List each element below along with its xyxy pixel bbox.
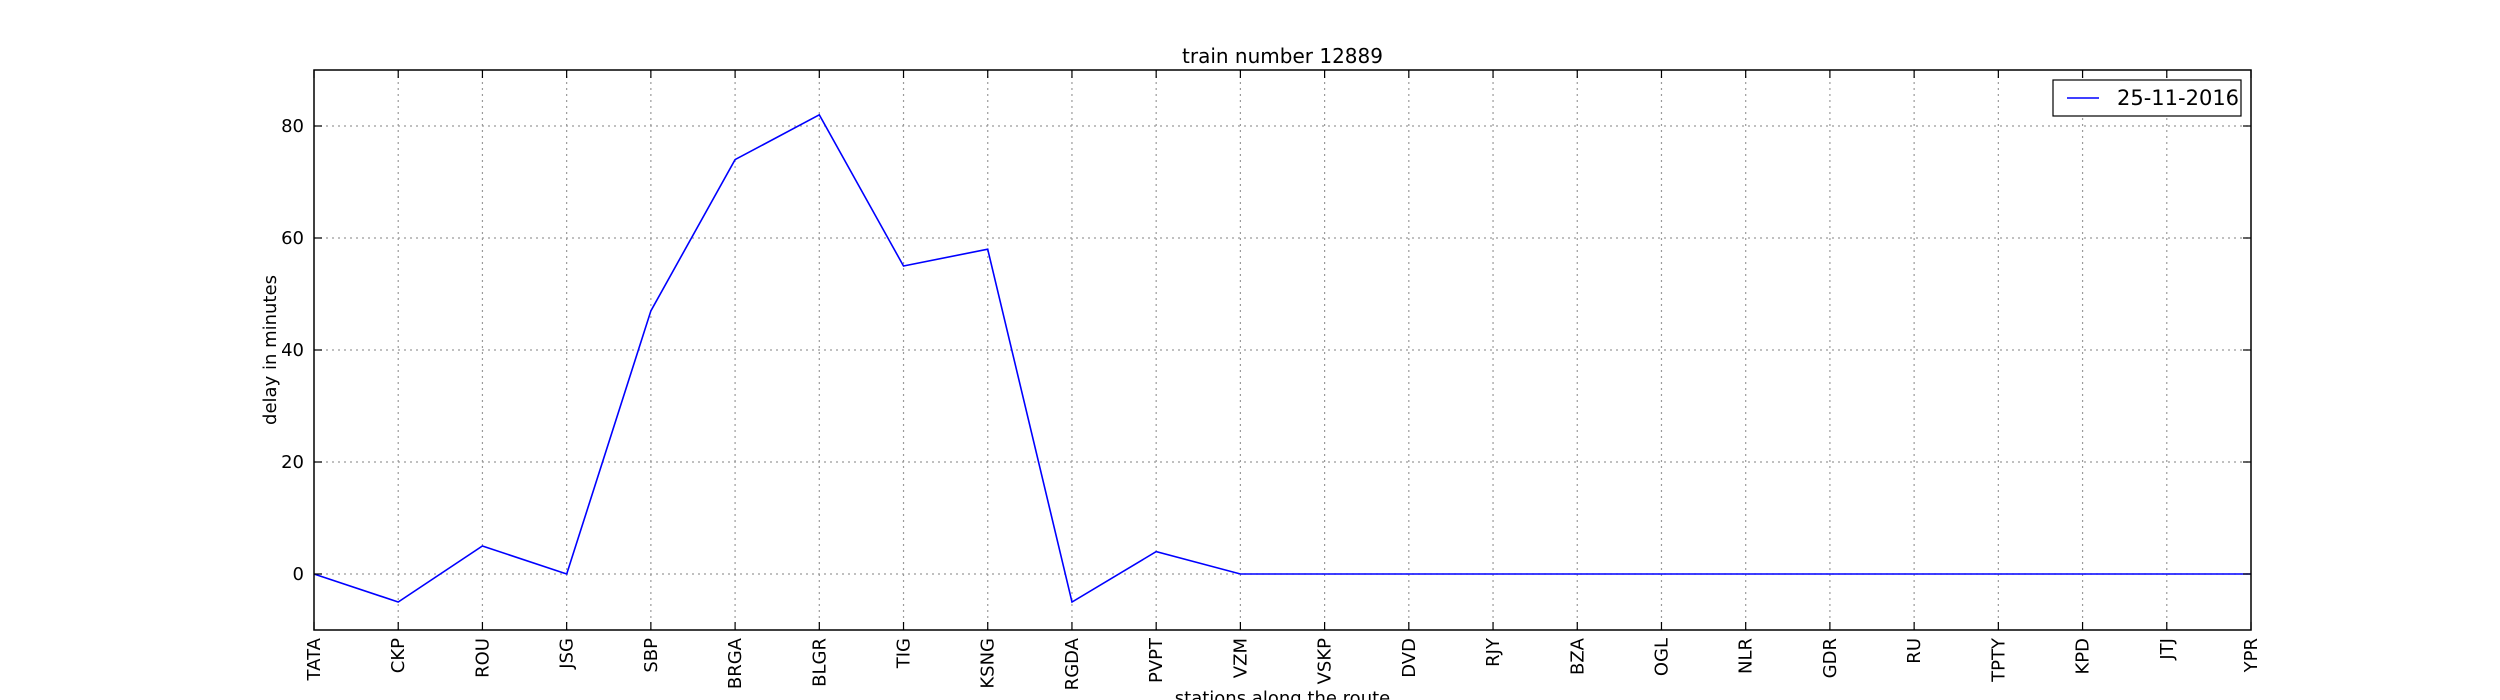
x-tick-label: TATA — [304, 637, 325, 681]
x-tick-label: JSG — [557, 638, 578, 670]
x-tick-label: KSNG — [978, 638, 999, 689]
y-tick-label: 80 — [281, 116, 304, 137]
x-tick-label: PVPT — [1146, 637, 1167, 683]
x-tick-label: TPTY — [1988, 637, 2009, 683]
y-axis-ticks: 0 20 40 60 80 — [281, 116, 2251, 585]
y-tick-label: 40 — [281, 340, 304, 361]
x-tick-label: BLGR — [809, 638, 830, 687]
x-tick-label: RU — [1904, 638, 1925, 664]
x-tick-label: DVD — [1399, 638, 1420, 678]
x-tick-label: NLR — [1736, 638, 1757, 674]
legend-label: 25-11-2016 — [2117, 86, 2239, 110]
x-tick-label: JTJ — [2157, 638, 2178, 661]
y-tick-label: 60 — [281, 228, 304, 249]
grid-lines — [314, 70, 2251, 630]
x-tick-label: RJY — [1483, 637, 1504, 667]
x-axis-ticks: TATA CKP ROU JSG SBP BRGA BLGR TIG KSNG RGDA PVPT V… — [304, 70, 2262, 690]
x-tick-label: SBP — [641, 638, 662, 673]
x-tick-label: GDR — [1820, 638, 1841, 678]
y-axis-label: delay in minutes — [260, 275, 281, 425]
x-axis-label: stations along the route — [1175, 688, 1390, 700]
series-lines — [313, 113, 2251, 604]
y-tick-label: 20 — [281, 452, 304, 473]
x-tick-label: TIG — [894, 638, 915, 669]
x-tick-label: OGL — [1651, 638, 1672, 676]
x-tick-label: CKP — [388, 638, 409, 673]
x-tick-label: VSKP — [1315, 638, 1336, 685]
x-tick-label: ROU — [472, 638, 493, 678]
plot-area-frame — [313, 69, 2252, 631]
series-line-0 — [313, 113, 2251, 604]
x-tick-label: BRGA — [725, 637, 746, 689]
chart-title: train number 12889 — [1182, 44, 1383, 68]
y-tick-label: 0 — [293, 564, 304, 585]
x-tick-label: VZM — [1230, 638, 1251, 678]
x-tick-label: RGDA — [1062, 637, 1083, 690]
x-tick-label: KPD — [2073, 638, 2094, 675]
x-tick-label: BZA — [1567, 637, 1588, 675]
legend: 25-11-2016 — [2052, 79, 2242, 117]
x-tick-label: YPR — [2241, 638, 2262, 673]
